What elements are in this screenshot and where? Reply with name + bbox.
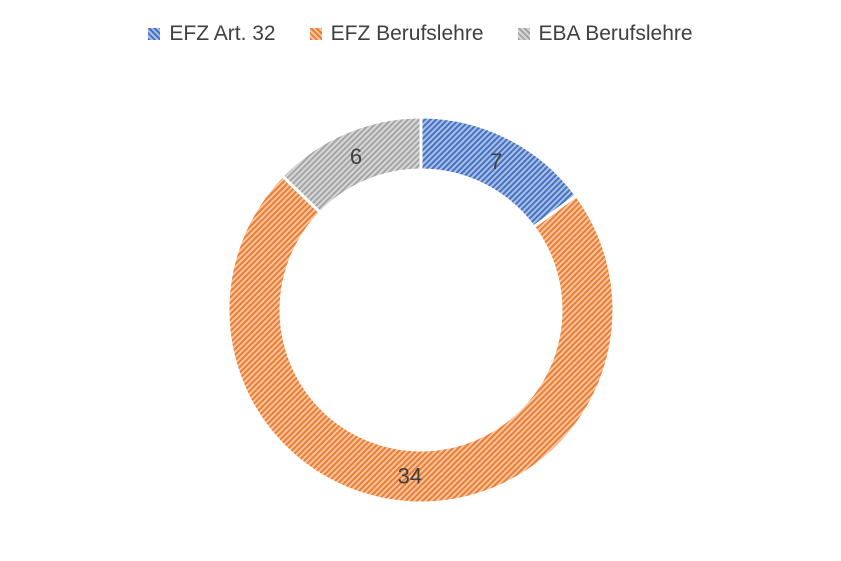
data-label-efz-berufslehre: 34 bbox=[398, 464, 422, 489]
legend-swatch-efz-art-32 bbox=[148, 28, 161, 40]
data-label-eba-berufslehre: 6 bbox=[350, 144, 362, 169]
slice-efz-berufslehre bbox=[226, 173, 616, 505]
legend-item-efz-berufslehre: EFZ Berufslehre bbox=[309, 22, 484, 46]
legend-item-efz-art-32: EFZ Art. 32 bbox=[148, 22, 276, 46]
chart-legend: EFZ Art. 32 EFZ Berufslehre EBA Berufsle… bbox=[0, 22, 841, 46]
data-label-efz-art-32: 7 bbox=[490, 149, 502, 174]
legend-label-efz-art-32: EFZ Art. 32 bbox=[169, 22, 276, 45]
legend-item-eba-berufslehre: EBA Berufslehre bbox=[517, 22, 693, 46]
legend-swatch-eba-berufslehre bbox=[517, 28, 530, 40]
legend-label-efz-berufslehre: EFZ Berufslehre bbox=[330, 22, 484, 45]
legend-label-eba-berufslehre: EBA Berufslehre bbox=[538, 22, 693, 45]
slice-eba-berufslehre bbox=[280, 115, 423, 215]
legend-swatch-efz-berufslehre bbox=[309, 28, 322, 40]
